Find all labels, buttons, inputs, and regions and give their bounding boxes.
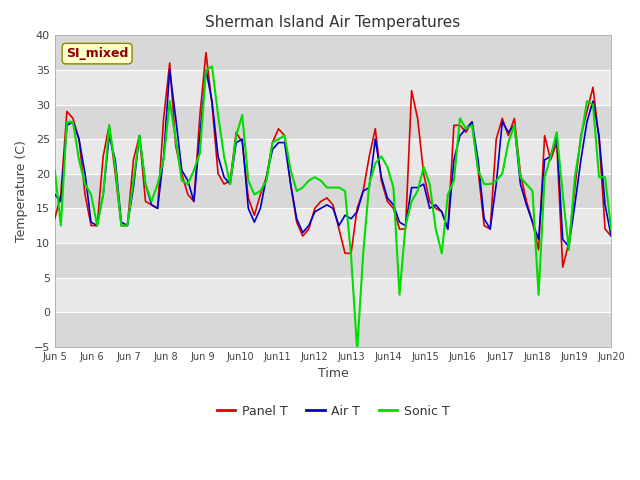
Panel T xyxy=(141,199,149,204)
Panel T xyxy=(444,226,452,232)
Air T xyxy=(444,226,452,232)
Line: Air T: Air T xyxy=(55,70,611,246)
Text: SI_mixed: SI_mixed xyxy=(66,47,128,60)
Line: Sonic T: Sonic T xyxy=(55,66,611,350)
Air T xyxy=(166,67,173,73)
Bar xyxy=(55,105,611,139)
Line: Panel T: Panel T xyxy=(55,53,611,267)
Bar xyxy=(55,243,611,277)
Sonic T xyxy=(353,348,361,353)
Air T xyxy=(607,233,615,239)
Sonic T xyxy=(335,185,343,191)
Sonic T xyxy=(124,223,131,228)
Title: Sherman Island Air Temperatures: Sherman Island Air Temperatures xyxy=(205,15,461,30)
Legend: Panel T, Air T, Sonic T: Panel T, Air T, Sonic T xyxy=(212,400,454,423)
Air T xyxy=(124,223,131,228)
Panel T xyxy=(607,233,615,239)
Panel T xyxy=(166,60,173,66)
Air T xyxy=(335,223,343,228)
Panel T xyxy=(559,264,566,270)
Panel T xyxy=(499,116,506,121)
X-axis label: Time: Time xyxy=(317,367,348,380)
Sonic T xyxy=(166,98,173,104)
Bar xyxy=(55,208,611,243)
Y-axis label: Temperature (C): Temperature (C) xyxy=(15,140,28,242)
Air T xyxy=(141,181,149,187)
Sonic T xyxy=(51,168,59,173)
Bar xyxy=(55,36,611,70)
Air T xyxy=(172,116,180,121)
Sonic T xyxy=(141,181,149,187)
Panel T xyxy=(202,50,210,56)
Sonic T xyxy=(504,140,512,145)
Bar xyxy=(55,277,611,312)
Sonic T xyxy=(208,63,216,69)
Sonic T xyxy=(450,178,458,183)
Air T xyxy=(51,192,59,197)
Bar xyxy=(55,312,611,347)
Bar xyxy=(55,174,611,208)
Sonic T xyxy=(607,226,615,232)
Panel T xyxy=(51,216,59,222)
Bar xyxy=(55,139,611,174)
Panel T xyxy=(335,226,343,232)
Bar xyxy=(55,70,611,105)
Panel T xyxy=(124,223,131,228)
Air T xyxy=(499,119,506,125)
Air T xyxy=(565,243,573,249)
